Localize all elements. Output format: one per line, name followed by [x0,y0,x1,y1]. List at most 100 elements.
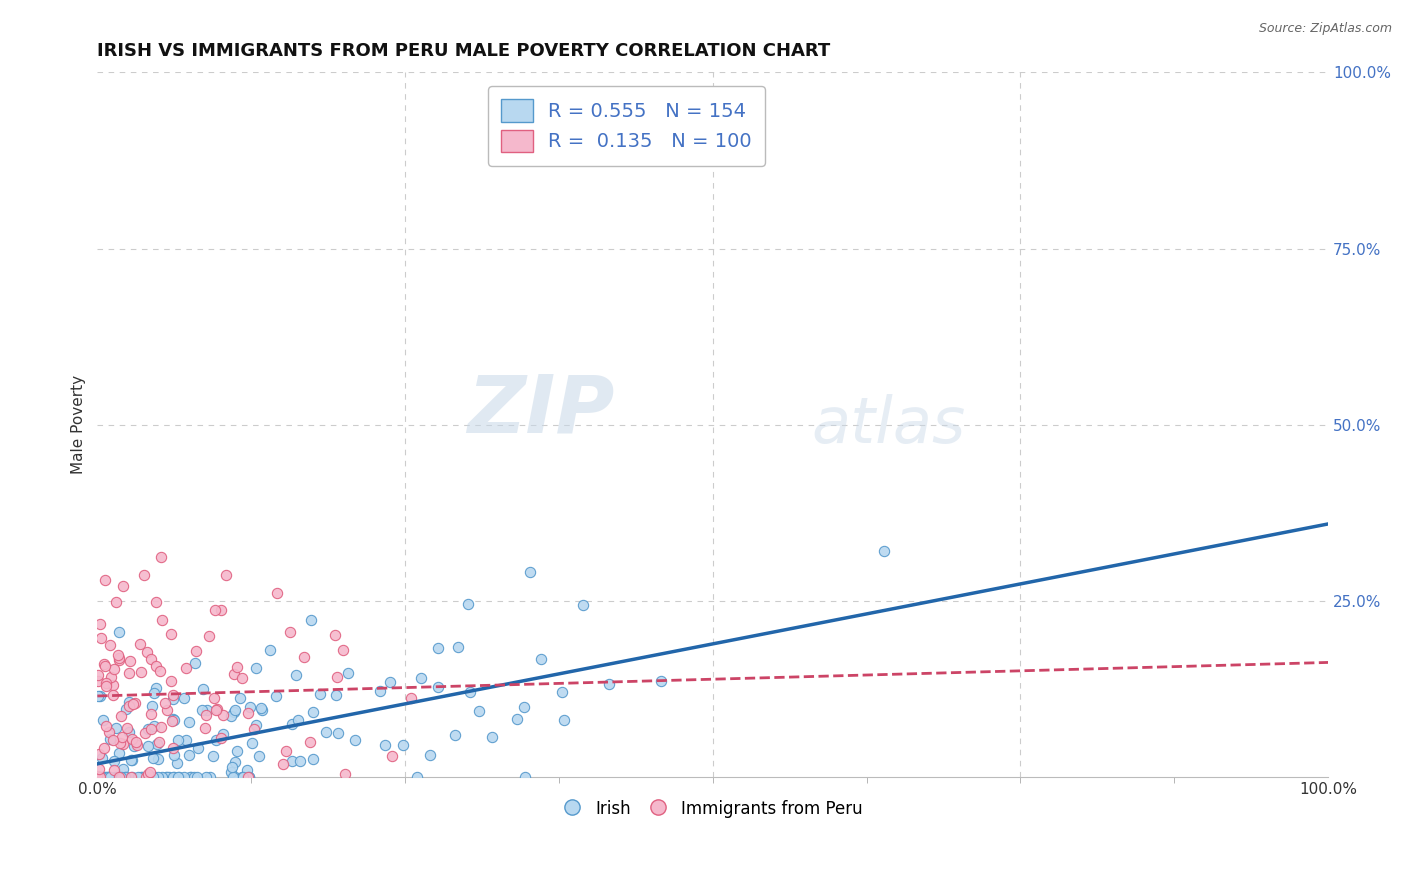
Point [266,689,288,703]
Point [211,708,233,723]
Point [160,673,183,688]
Point [299,613,322,627]
Point [129,770,152,784]
Point [259,642,281,657]
Point [186,770,208,784]
Point [93,657,115,671]
Point [100,670,122,684]
Point [374,738,396,752]
Point [553,713,575,727]
Point [87,690,110,704]
Point [97,770,120,784]
Point [124,696,146,710]
Point [115,701,138,715]
Point [91,770,114,784]
Point [193,682,215,697]
Point [873,544,896,558]
Point [146,752,169,766]
Point [226,660,249,674]
Point [101,733,124,747]
Point [281,717,304,731]
Point [427,680,450,694]
Point [512,700,534,714]
Point [238,706,260,721]
Point [239,700,262,714]
Point [89,770,111,784]
Point [97,725,120,739]
Point [135,770,157,784]
Point [118,695,141,709]
Point [195,708,218,723]
Point [179,714,201,729]
Point [481,730,503,744]
Point [650,673,672,688]
Point [513,770,536,784]
Point [87,770,110,784]
Point [86,770,108,784]
Point [174,661,197,675]
Point [97,770,120,784]
Point [112,762,135,776]
Point [101,678,124,692]
Point [205,732,228,747]
Point [281,754,304,768]
Point [139,722,162,736]
Point [302,705,325,719]
Point [100,770,122,784]
Point [446,640,468,655]
Point [162,688,184,702]
Point [238,770,260,784]
Point [250,703,273,717]
Point [238,770,260,784]
Point [219,709,242,723]
Point [380,675,402,690]
Y-axis label: Male Poverty: Male Poverty [72,375,86,475]
Point [160,714,183,728]
Point [426,640,449,655]
Point [551,685,574,699]
Point [121,753,143,767]
Point [163,714,186,728]
Point [87,747,110,761]
Point [134,568,156,582]
Point [198,770,221,784]
Point [202,691,225,706]
Point [288,754,311,768]
Point [139,770,162,784]
Point [571,598,593,612]
Point [219,765,242,780]
Point [190,703,212,717]
Point [325,689,347,703]
Point [162,691,184,706]
Point [93,770,115,784]
Point [94,679,117,693]
Point [194,721,217,735]
Point [195,703,218,717]
Point [94,770,117,784]
Point [179,770,201,784]
Point [301,752,323,766]
Point [110,709,132,723]
Point [204,603,226,617]
Point [145,658,167,673]
Point [107,648,129,662]
Text: ZIP: ZIP [467,372,614,450]
Point [150,550,173,565]
Point [89,616,111,631]
Point [134,726,156,740]
Point [129,637,152,651]
Point [236,763,259,777]
Point [136,722,159,736]
Point [211,727,233,741]
Point [271,756,294,771]
Point [406,770,429,784]
Point [90,750,112,764]
Point [156,770,179,784]
Point [250,701,273,715]
Point [224,770,246,784]
Point [598,677,620,691]
Point [180,770,202,784]
Point [108,736,131,750]
Point [145,595,167,609]
Point [112,737,135,751]
